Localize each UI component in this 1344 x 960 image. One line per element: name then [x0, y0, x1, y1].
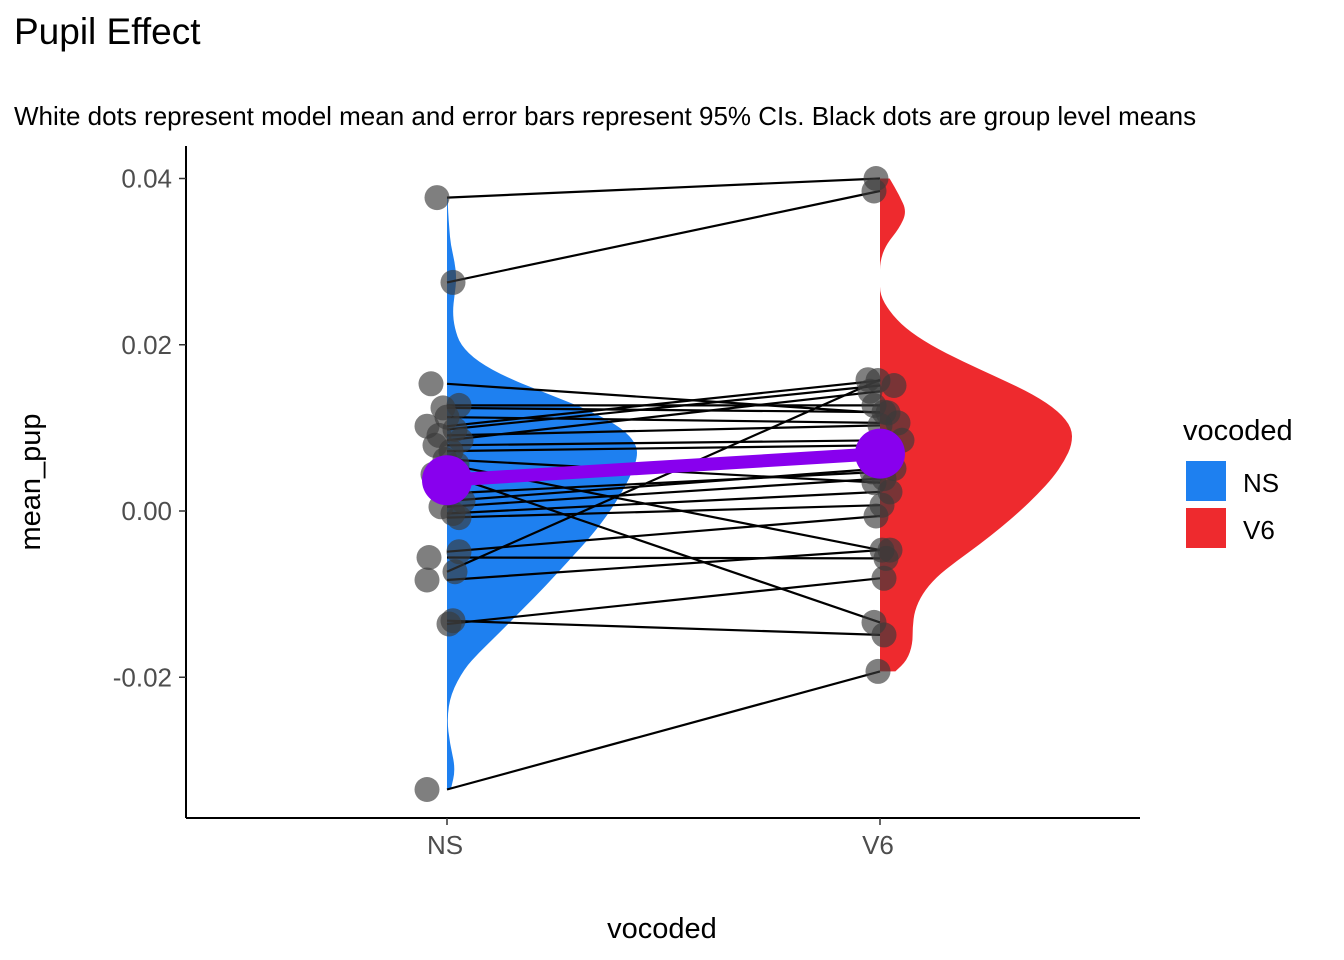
subject-point-ns	[436, 611, 462, 637]
legend-label-v6: V6	[1243, 515, 1275, 545]
y-tick-label: 0.04	[121, 164, 172, 194]
subject-line	[446, 670, 881, 791]
subject-line	[446, 490, 881, 515]
subject-point-v6	[871, 622, 897, 648]
subject-point-ns	[446, 539, 472, 565]
density-v6	[880, 178, 1072, 672]
subject-line	[446, 379, 881, 428]
model-mean-v6	[855, 428, 905, 479]
subject-point-ns	[442, 559, 468, 585]
subject-line	[446, 382, 881, 414]
legend: vocoded NS V6	[1183, 415, 1293, 548]
subject-point-v6	[881, 373, 907, 398]
subject-point-v6	[869, 537, 895, 563]
subject-point-v6	[861, 178, 887, 204]
subject-point-ns	[446, 505, 472, 531]
x-ticks: NS V6	[427, 818, 894, 860]
y-tick-label: 0.00	[121, 496, 172, 526]
subject-line	[446, 390, 881, 442]
y-axis-title: mean_pup	[15, 413, 47, 550]
model-layer	[422, 428, 905, 506]
chart-subtitle: White dots represent model mean and erro…	[14, 101, 1196, 131]
x-axis-title: vocoded	[607, 913, 717, 945]
subject-line	[446, 477, 881, 508]
legend-label-ns: NS	[1243, 468, 1279, 498]
subject-point-v6	[865, 658, 891, 684]
subject-line	[446, 384, 881, 431]
subject-line	[446, 378, 881, 573]
subject-line	[446, 556, 881, 560]
subject-point-ns	[414, 777, 440, 802]
subject-line	[446, 189, 881, 284]
y-tick-label: -0.02	[113, 662, 172, 692]
y-ticks: -0.02 0.00 0.02 0.04	[113, 164, 186, 692]
subject-point-ns	[440, 269, 466, 295]
x-tick-label-v6: V6	[862, 830, 894, 860]
subject-line	[446, 504, 881, 519]
x-tick-label-ns: NS	[427, 830, 463, 860]
subject-line	[446, 473, 881, 624]
y-tick-label: 0.02	[121, 330, 172, 360]
legend-swatch-ns	[1186, 461, 1226, 501]
subject-line	[446, 577, 881, 626]
legend-swatch-v6	[1186, 508, 1226, 548]
subject-line	[446, 444, 881, 453]
subject-point-ns	[416, 545, 442, 570]
subject-line	[446, 439, 881, 447]
subject-point-ns	[414, 567, 440, 593]
subject-point-v6	[863, 503, 889, 529]
subject-line	[446, 467, 881, 503]
subject-point-ns	[424, 185, 450, 211]
subject-line	[446, 514, 881, 553]
subject-line	[446, 549, 881, 582]
subject-line	[446, 470, 881, 495]
subject-point-ns	[418, 371, 444, 397]
legend-title: vocoded	[1183, 415, 1293, 447]
subject-line	[446, 177, 881, 199]
model-line	[446, 447, 881, 487]
subject-point-v6	[855, 367, 881, 393]
subject-line	[446, 619, 881, 636]
model-mean-ns	[422, 455, 472, 506]
subject-point-v6	[871, 565, 897, 591]
chart-title: Pupil Effect	[14, 11, 201, 52]
subject-line	[446, 424, 881, 437]
